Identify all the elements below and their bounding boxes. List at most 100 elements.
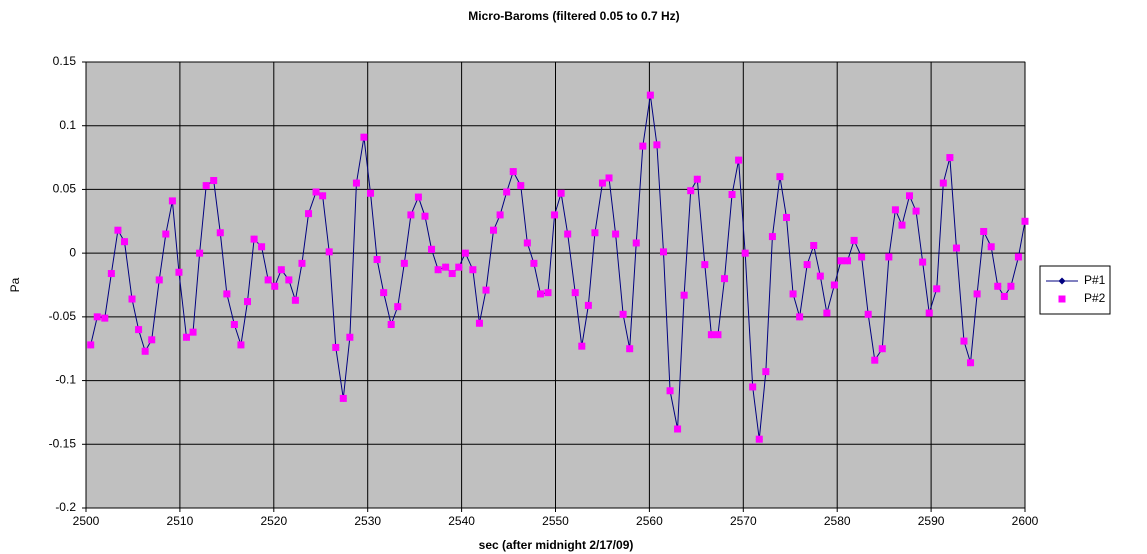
marker: [352, 179, 360, 187]
marker: [728, 191, 736, 199]
marker: [1007, 282, 1015, 290]
marker: [223, 290, 231, 298]
marker: [367, 189, 375, 197]
marker: [776, 173, 784, 181]
marker: [114, 226, 122, 234]
marker: [735, 156, 743, 164]
marker: [919, 258, 927, 266]
legend-label: P#2: [1084, 291, 1106, 305]
marker: [448, 270, 456, 278]
marker: [461, 249, 469, 257]
legend-label: P#1: [1084, 273, 1106, 287]
y-tick-label: -0.15: [49, 436, 77, 450]
x-tick-label: 2510: [167, 514, 194, 528]
marker: [250, 235, 258, 243]
marker: [803, 261, 811, 269]
marker: [536, 290, 544, 298]
marker: [325, 248, 333, 256]
marker: [175, 268, 183, 276]
marker: [210, 177, 218, 185]
chart-title: Micro-Baroms (filtered 0.05 to 0.7 Hz): [468, 9, 679, 23]
marker: [701, 261, 709, 269]
marker: [442, 263, 450, 271]
marker: [762, 368, 770, 376]
marker: [230, 321, 238, 329]
marker: [925, 309, 933, 317]
marker: [168, 197, 176, 205]
marker: [298, 259, 306, 267]
marker: [360, 133, 368, 141]
marker: [898, 221, 906, 229]
y-tick-label: -0.05: [49, 309, 77, 323]
marker: [789, 290, 797, 298]
marker: [551, 211, 559, 219]
marker: [523, 239, 531, 247]
marker: [332, 343, 340, 351]
marker: [346, 333, 354, 341]
marker: [674, 425, 682, 433]
marker: [714, 331, 722, 339]
x-tick-label: 2550: [542, 514, 569, 528]
marker: [394, 303, 402, 311]
marker: [939, 179, 947, 187]
marker: [680, 291, 688, 299]
marker: [189, 328, 197, 336]
marker: [155, 276, 163, 284]
marker: [312, 188, 320, 196]
marker: [878, 345, 886, 353]
y-tick-label: -0.2: [55, 500, 76, 514]
marker: [994, 282, 1002, 290]
marker: [564, 230, 572, 238]
marker: [858, 253, 866, 261]
marker: [598, 179, 606, 187]
marker: [782, 213, 790, 221]
marker: [906, 192, 914, 200]
marker: [557, 189, 565, 197]
marker: [891, 206, 899, 214]
marker: [1021, 217, 1029, 225]
marker: [571, 289, 579, 297]
marker: [517, 182, 525, 190]
marker: [530, 259, 538, 267]
marker: [285, 276, 293, 284]
marker: [1000, 292, 1008, 300]
marker: [591, 229, 599, 237]
marker: [271, 282, 279, 290]
marker: [749, 383, 757, 391]
marker: [619, 310, 627, 318]
marker: [407, 211, 415, 219]
marker: [584, 301, 592, 309]
marker: [844, 257, 852, 265]
marker: [933, 285, 941, 293]
legend-marker: [1058, 277, 1066, 285]
marker: [305, 210, 313, 218]
marker: [503, 188, 511, 196]
legend-box: [1039, 265, 1111, 315]
marker: [605, 174, 613, 182]
marker: [946, 154, 954, 162]
marker: [400, 259, 408, 267]
marker: [632, 239, 640, 247]
marker: [741, 249, 749, 257]
x-tick-label: 2520: [260, 514, 287, 528]
marker: [952, 244, 960, 252]
x-tick-label: 2600: [1012, 514, 1039, 528]
marker: [973, 290, 981, 298]
marker: [277, 266, 285, 274]
marker: [455, 263, 463, 271]
marker: [1014, 253, 1022, 261]
marker: [796, 313, 804, 321]
marker: [196, 249, 204, 257]
marker: [693, 175, 701, 183]
marker: [639, 142, 647, 150]
marker: [107, 270, 115, 278]
marker: [475, 319, 483, 327]
marker: [646, 91, 654, 99]
marker: [264, 276, 272, 284]
marker: [837, 257, 845, 265]
marker: [823, 309, 831, 317]
marker: [490, 226, 498, 234]
marker: [871, 356, 879, 364]
marker: [544, 289, 552, 297]
